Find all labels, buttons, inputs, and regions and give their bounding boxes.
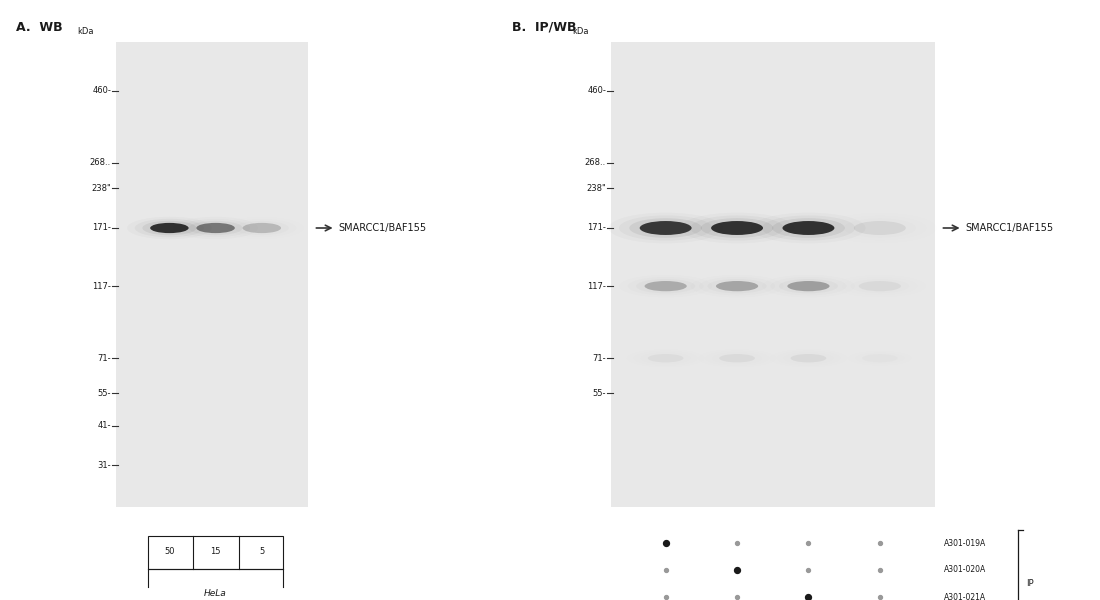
Text: 71-: 71- [593, 353, 606, 362]
Ellipse shape [645, 281, 686, 291]
Text: 117-: 117- [587, 281, 606, 290]
Ellipse shape [150, 223, 189, 233]
Ellipse shape [143, 221, 196, 235]
Text: HeLa: HeLa [205, 589, 227, 598]
Text: B.  IP/WB: B. IP/WB [512, 21, 576, 34]
Text: 171-: 171- [587, 223, 606, 232]
Ellipse shape [854, 221, 905, 235]
Ellipse shape [782, 221, 835, 235]
Text: SMARCC1/BAF155: SMARCC1/BAF155 [339, 223, 427, 233]
Ellipse shape [242, 223, 282, 233]
Point [728, 565, 746, 575]
Text: 268..: 268.. [585, 158, 606, 167]
Ellipse shape [791, 354, 826, 362]
Text: 41-: 41- [98, 421, 111, 430]
Point [800, 538, 817, 548]
Ellipse shape [862, 354, 898, 362]
Text: kDa: kDa [572, 27, 588, 36]
Point [871, 538, 889, 548]
Ellipse shape [772, 218, 845, 238]
Text: 55-: 55- [593, 389, 606, 398]
Text: 171-: 171- [92, 223, 111, 232]
Text: kDa: kDa [77, 27, 94, 36]
Text: IP: IP [1026, 579, 1034, 588]
Bar [148, 535, 283, 569]
Point [657, 538, 674, 548]
Text: 15: 15 [210, 547, 221, 557]
Point [728, 592, 746, 600]
Ellipse shape [719, 354, 755, 362]
Text: 460-: 460- [587, 86, 606, 95]
Text: 71-: 71- [98, 353, 111, 362]
Ellipse shape [648, 354, 683, 362]
Ellipse shape [629, 218, 702, 238]
Ellipse shape [711, 221, 763, 235]
Point [871, 592, 889, 600]
Point [871, 565, 889, 575]
Ellipse shape [788, 281, 829, 291]
Ellipse shape [196, 223, 235, 233]
Ellipse shape [640, 221, 692, 235]
Text: 55-: 55- [98, 389, 111, 398]
Text: A301-019A: A301-019A [944, 539, 986, 547]
Point [800, 565, 817, 575]
Text: 50: 50 [164, 547, 175, 557]
Point [657, 565, 674, 575]
Text: SMARCC1/BAF155: SMARCC1/BAF155 [966, 223, 1054, 233]
Text: 268..: 268.. [90, 158, 111, 167]
Text: 460-: 460- [92, 86, 111, 95]
Point [728, 538, 746, 548]
Bar [610, 42, 935, 507]
Text: A301-021A: A301-021A [944, 593, 986, 600]
Bar [116, 42, 308, 507]
Text: A301-020A: A301-020A [944, 565, 986, 575]
Text: 117-: 117- [92, 281, 111, 290]
Text: 5: 5 [260, 547, 264, 557]
Point [657, 592, 674, 600]
Ellipse shape [701, 218, 773, 238]
Text: 238": 238" [586, 184, 606, 193]
Point [800, 592, 817, 600]
Text: 31-: 31- [98, 461, 111, 470]
Text: A.  WB: A. WB [16, 21, 63, 34]
Ellipse shape [716, 281, 758, 291]
Ellipse shape [859, 281, 901, 291]
Text: 238": 238" [91, 184, 111, 193]
